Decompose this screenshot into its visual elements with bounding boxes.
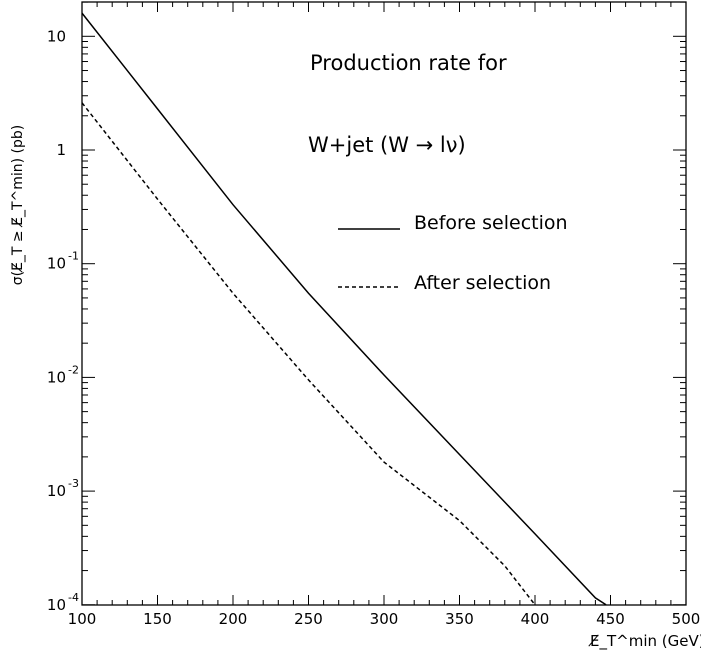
annotation-line-2: W+jet (W → lν) [308,133,466,157]
plot-frame [81,1,687,606]
y-tick-label: 10 [47,368,66,386]
x-tick-label: 100 [68,610,97,628]
y-tick-exponent: -3 [68,477,79,490]
legend-label-after: After selection [414,272,551,294]
x-tick-label: 200 [219,610,248,628]
x-tick-label: 300 [370,610,399,628]
y-axis-label: σ(E̸_T ≥ E̸_T^min) (pb) [10,125,26,286]
x-tick-label: 450 [596,610,625,628]
series-lines [81,12,607,606]
x-tick-label: 350 [445,610,474,628]
y-tick-label: 10 [47,482,66,500]
y-tick-exponent: -2 [68,363,79,376]
x-tick-label: 150 [143,610,172,628]
y-tick-exponent: -1 [68,250,79,263]
series-line-after [81,102,536,606]
y-tick-exponent: -4 [68,591,79,604]
x-tick-label: 500 [672,610,701,628]
series-line-before [81,12,607,606]
legend: Before selection After selection [338,212,568,294]
y-tick-label: 10 [47,27,66,45]
y-tick-label: 10 [47,596,66,614]
y-tick-label: 1 [56,141,66,159]
y-tick-label: 10 [47,255,66,273]
x-tick-label: 250 [294,610,323,628]
legend-label-before: Before selection [414,212,568,234]
annotation-line-1: Production rate for [310,51,507,75]
axis-ticks: 100 150 200 250 300 350 400 450 50010110-110-210… [47,1,701,628]
x-tick-label: 400 [521,610,550,628]
x-axis-label: E̸_T^min (GeV) [587,632,701,651]
